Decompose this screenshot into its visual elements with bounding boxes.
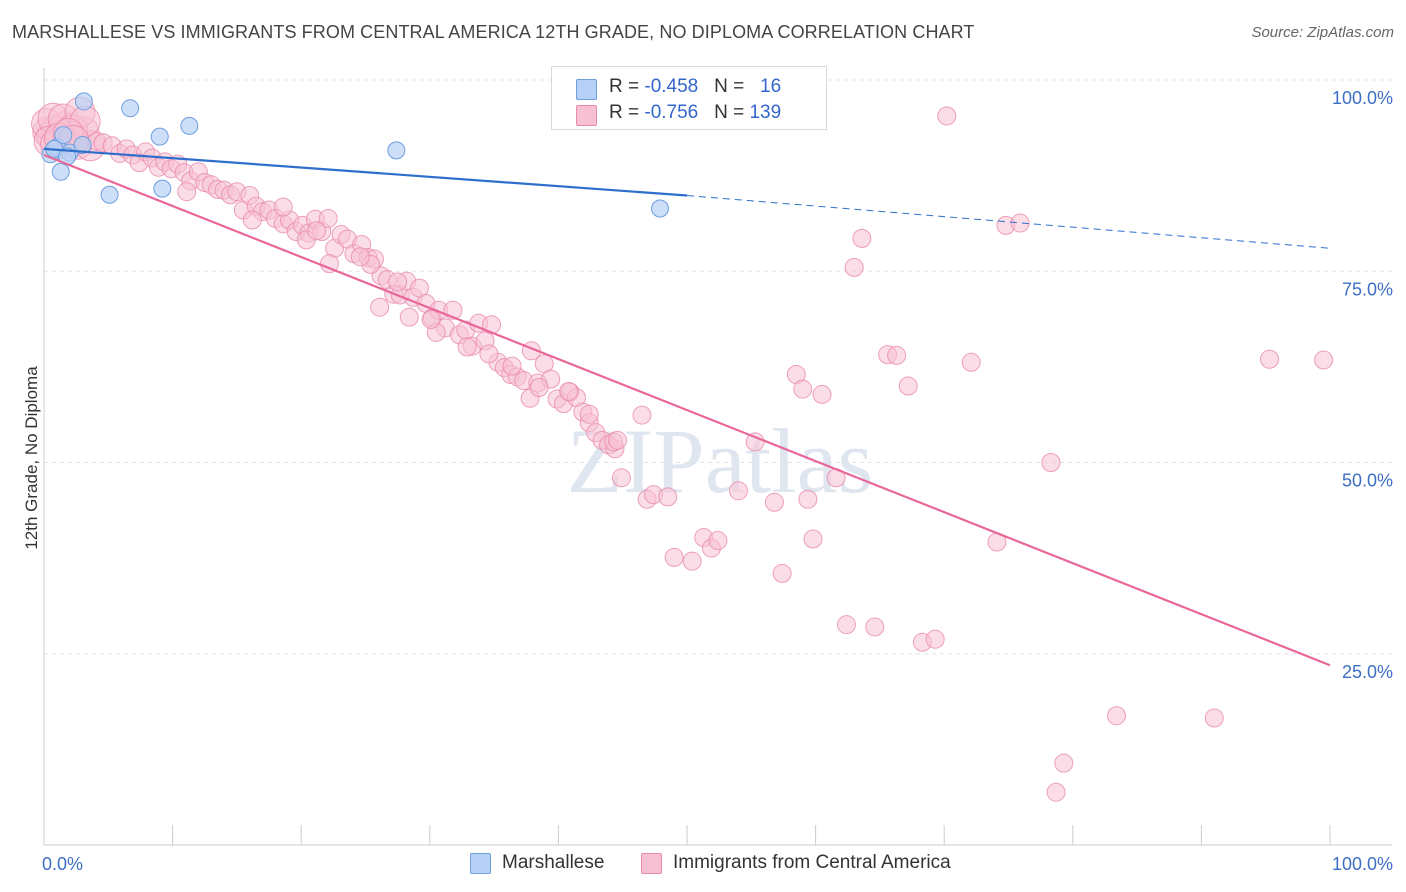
central-america-point: [772, 563, 792, 583]
y-tick-label-2: 75.0%: [1342, 279, 1393, 299]
central-america-point: [350, 247, 370, 267]
central-america-point: [937, 106, 957, 126]
marshallese-point: [150, 127, 169, 146]
central-america-point: [370, 297, 390, 317]
central-america-point: [1107, 706, 1127, 726]
central-america-point: [961, 352, 981, 372]
chart-source: Source: ZipAtlas.com: [1251, 24, 1394, 41]
marshallese-point: [51, 162, 70, 181]
central-america-point: [273, 197, 293, 217]
central-america-point: [611, 468, 631, 488]
central-america-point: [399, 307, 419, 327]
legend-row-marshallese: R = -0.458 N = 16: [552, 76, 826, 102]
bottom-legend-marshallese-swatch: [470, 853, 491, 874]
central-america-point: [844, 257, 864, 277]
y-tick-label-3: 100.0%: [1332, 88, 1393, 108]
axes: [43, 68, 1392, 846]
y-axis-label: 12th Grade, No Diploma: [22, 366, 41, 550]
x-tick-label-min: 0.0%: [42, 854, 83, 874]
central-america-point: [898, 376, 918, 396]
marshallese-point: [121, 99, 140, 118]
legend-row-central-america: R = -0.756 N = 139: [552, 102, 826, 128]
central-america-point: [887, 345, 907, 365]
bottom-legend-marshallese: Marshallese: [502, 852, 605, 873]
central-america-point: [579, 404, 599, 424]
chart-title: MARSHALLESE VS IMMIGRANTS FROM CENTRAL A…: [12, 22, 975, 42]
central-america-point: [388, 272, 408, 292]
central-america-point: [307, 221, 327, 241]
marshallese-point: [74, 92, 93, 111]
marshallese-point: [100, 185, 119, 204]
marshallese-point: [73, 136, 92, 155]
central-america-point: [1010, 213, 1030, 233]
tick-labels: 25.0% 50.0% 75.0% 100.0% 0.0% 100.0%: [42, 88, 1393, 874]
central-america-point: [479, 344, 499, 364]
central-america-point: [1054, 753, 1074, 773]
central-america-point: [482, 315, 502, 335]
marshallese-point: [650, 199, 669, 218]
central-america-trend-line: [43, 153, 1331, 667]
legend-stats-central-america: R = -0.756 N = 139: [609, 102, 782, 123]
central-america-point: [852, 228, 872, 248]
central-america-point: [608, 430, 628, 450]
central-america-point: [812, 384, 832, 404]
central-america-point: [836, 615, 856, 635]
central-america-point: [682, 551, 702, 571]
central-america-point: [793, 379, 813, 399]
central-america-point: [421, 309, 441, 329]
marshallese-point: [54, 126, 73, 145]
central-america-point: [803, 529, 823, 549]
stats-legend: R = -0.458 N = 16 R = -0.756 N = 139: [551, 66, 827, 130]
central-america-point: [728, 481, 748, 501]
watermark: ZIPatlas: [567, 410, 874, 512]
y-tick-label-1: 50.0%: [1342, 471, 1393, 491]
central-america-point: [457, 337, 477, 357]
central-america-point: [764, 492, 784, 512]
series-marshallese-points: [41, 92, 669, 218]
central-america-point: [664, 547, 684, 567]
central-america-point: [925, 629, 945, 649]
central-america-point: [1046, 782, 1066, 802]
central-america-point: [559, 381, 579, 401]
central-america-point: [177, 182, 197, 202]
central-america-point: [1260, 349, 1280, 369]
bottom-legend-central-america: Immigrants from Central America: [673, 852, 951, 873]
legend-stats-marshallese: R = -0.458 N = 16: [609, 76, 782, 97]
central-america-point: [798, 489, 818, 509]
marshallese-point: [153, 179, 172, 198]
marshallese-point: [387, 141, 406, 160]
central-america-point: [658, 487, 678, 507]
central-america-swatch: [576, 105, 597, 126]
x-tick-label-max: 100.0%: [1332, 854, 1393, 874]
central-america-point: [242, 210, 262, 230]
grid-lines: [44, 79, 1392, 655]
central-america-point: [708, 531, 728, 551]
central-america-point: [318, 208, 338, 228]
central-america-point: [865, 617, 885, 637]
central-america-point: [1041, 453, 1061, 472]
central-america-point: [1314, 350, 1334, 370]
bottom-legend-central-america-swatch: [641, 853, 662, 874]
marshallese-swatch: [576, 79, 597, 100]
central-america-point: [529, 378, 549, 398]
trend-lines: [43, 147, 1331, 667]
central-america-point: [1204, 708, 1224, 728]
y-tick-label-0: 25.0%: [1342, 662, 1393, 682]
central-america-point: [502, 356, 522, 376]
marshallese-point: [180, 116, 199, 135]
marshallese-trend-line: [43, 147, 688, 197]
central-america-point: [632, 405, 652, 425]
